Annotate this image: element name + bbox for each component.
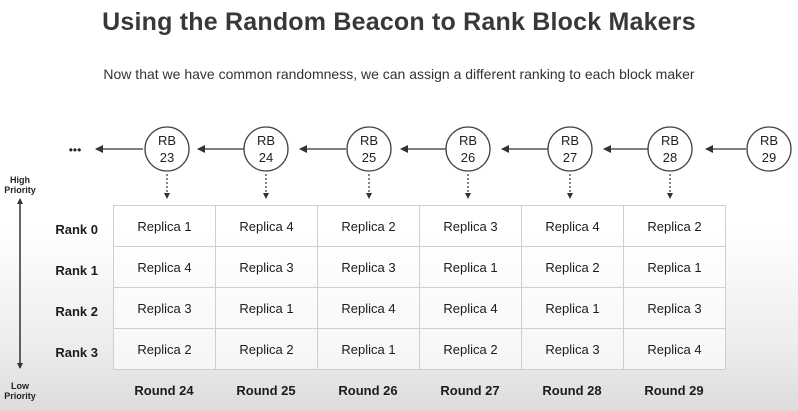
svg-text:27: 27	[563, 150, 577, 165]
beacon-node: RB 25	[346, 126, 392, 172]
beacon-node: RB 28	[647, 126, 693, 172]
beacon-node: RB 29	[746, 126, 792, 172]
beacon-node: RB 23	[144, 126, 190, 172]
table-cell: Replica 4	[419, 287, 522, 329]
beacon-node: RB 24	[243, 126, 289, 172]
svg-text:RB: RB	[760, 133, 778, 148]
table-cell: Replica 3	[623, 287, 726, 329]
table-cell: Replica 2	[317, 205, 420, 247]
svg-text:RB: RB	[158, 133, 176, 148]
table-cell: Replica 2	[113, 328, 216, 370]
table-cell: Replica 2	[215, 328, 318, 370]
table-cell: Replica 4	[317, 287, 420, 329]
svg-text:29: 29	[762, 150, 776, 165]
round-label: Round 26	[338, 383, 398, 398]
table-row: Replica 4 Replica 3 Replica 3 Replica 1 …	[113, 246, 726, 288]
table-cell: Replica 2	[623, 205, 726, 247]
table-cell: Replica 3	[419, 205, 522, 247]
table-row: Replica 1 Replica 4 Replica 2 Replica 3 …	[113, 205, 726, 247]
svg-text:RB: RB	[661, 133, 679, 148]
beacon-node: RB 26	[445, 126, 491, 172]
beacon-to-round-arrows	[164, 174, 673, 199]
svg-text:RB: RB	[257, 133, 275, 148]
svg-text:RB: RB	[459, 133, 477, 148]
svg-text:28: 28	[663, 150, 677, 165]
high-priority-label: High Priority	[4, 175, 36, 195]
table-cell: Replica 1	[521, 287, 624, 329]
round-label: Round 29	[644, 383, 704, 398]
svg-text:RB: RB	[360, 133, 378, 148]
svg-text:23: 23	[160, 150, 174, 165]
svg-text:25: 25	[362, 150, 376, 165]
rank-label: Rank 1	[55, 263, 98, 278]
svg-text:RB: RB	[561, 133, 579, 148]
round-label: Round 25	[236, 383, 296, 398]
table-cell: Replica 4	[215, 205, 318, 247]
round-label: Round 27	[440, 383, 500, 398]
svg-text:24: 24	[259, 150, 273, 165]
table-cell: Replica 3	[215, 246, 318, 288]
table-cell: Replica 4	[623, 328, 726, 370]
ellipsis: •••	[69, 143, 82, 157]
page-title: Using the Random Beacon to Rank Block Ma…	[102, 8, 696, 36]
table-cell: Replica 3	[113, 287, 216, 329]
table-cell: Replica 1	[215, 287, 318, 329]
round-labels: Round 24 Round 25 Round 26 Round 27 Roun…	[113, 383, 725, 398]
low-priority-label: Low Priority	[4, 381, 36, 401]
svg-text:26: 26	[461, 150, 475, 165]
round-label: Round 28	[542, 383, 602, 398]
table-cell: Replica 1	[113, 205, 216, 247]
rank-label: Rank 3	[55, 345, 98, 360]
table-row: Replica 3 Replica 1 Replica 4 Replica 4 …	[113, 287, 726, 329]
table-cell: Replica 3	[317, 246, 420, 288]
table-cell: Replica 1	[317, 328, 420, 370]
table-row: Replica 2 Replica 2 Replica 1 Replica 2 …	[113, 328, 726, 370]
table-cell: Replica 2	[521, 246, 624, 288]
beacon-node: RB 27	[547, 126, 593, 172]
table-cell: Replica 1	[623, 246, 726, 288]
table-cell: Replica 4	[521, 205, 624, 247]
ranking-table: Replica 1 Replica 4 Replica 2 Replica 3 …	[113, 205, 726, 370]
round-label: Round 24	[134, 383, 194, 398]
table-cell: Replica 3	[521, 328, 624, 370]
rank-label: Rank 2	[55, 304, 98, 319]
table-cell: Replica 1	[419, 246, 522, 288]
rank-label: Rank 0	[55, 222, 98, 237]
table-cell: Replica 2	[419, 328, 522, 370]
table-cell: Replica 4	[113, 246, 216, 288]
subtitle: Now that we have common randomness, we c…	[103, 66, 695, 82]
